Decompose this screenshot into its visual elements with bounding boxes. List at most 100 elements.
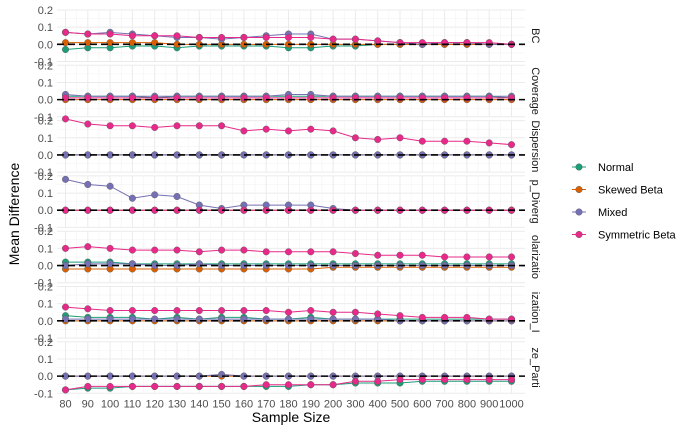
x-tick-label: 200 — [324, 398, 342, 410]
x-tick-label: 900 — [480, 398, 498, 410]
data-point — [62, 386, 70, 394]
data-point — [84, 315, 92, 323]
y-tick-label: -0.1 — [34, 112, 53, 124]
data-point — [84, 39, 92, 47]
data-point — [151, 246, 159, 254]
data-point — [374, 377, 382, 385]
data-point — [441, 253, 449, 261]
data-point — [128, 246, 136, 254]
data-point — [151, 382, 159, 390]
data-point — [418, 313, 426, 321]
data-point — [218, 382, 226, 390]
legend-key-point — [575, 163, 583, 171]
data-point — [128, 307, 136, 315]
data-point — [374, 135, 382, 143]
data-point — [173, 382, 181, 390]
y-tick-label: -0.1 — [34, 167, 53, 179]
data-point — [106, 30, 114, 38]
data-point — [106, 39, 114, 47]
x-tick-label: 160 — [235, 398, 253, 410]
y-tick-label: 0.2 — [38, 226, 53, 238]
data-point — [240, 33, 248, 41]
x-axis-title: Sample Size — [252, 409, 331, 425]
data-point — [351, 377, 359, 385]
y-tick-label: 0.1 — [38, 188, 53, 200]
data-point — [240, 382, 248, 390]
x-tick-label: 400 — [369, 398, 387, 410]
y-tick-label: -0.1 — [34, 388, 53, 400]
data-point — [240, 127, 248, 135]
x-tick-label: 130 — [168, 398, 186, 410]
data-point — [285, 308, 293, 316]
data-point — [240, 246, 248, 254]
data-point — [195, 382, 203, 390]
data-point — [485, 376, 493, 384]
data-point — [285, 248, 293, 256]
data-point — [329, 35, 337, 43]
data-point — [329, 127, 337, 135]
x-tick-label: 110 — [124, 398, 142, 410]
data-point — [351, 35, 359, 43]
y-tick-label: 0.2 — [38, 60, 53, 72]
data-point — [441, 137, 449, 145]
data-point — [240, 307, 248, 315]
x-tick-label: 1000 — [499, 398, 523, 410]
x-tick-label: 150 — [212, 398, 230, 410]
data-point — [151, 307, 159, 315]
data-point — [84, 260, 92, 268]
y-tick-label: -0.1 — [34, 278, 53, 290]
y-tick-label: 0.2 — [38, 5, 53, 17]
data-point — [62, 303, 70, 311]
data-point — [285, 33, 293, 41]
data-point — [485, 139, 493, 147]
data-point — [351, 308, 359, 316]
panel-2: -0.1 0.0 0.1 0.2 Dispersion — [34, 115, 541, 179]
data-point — [351, 134, 359, 142]
panel-3: -0.1 0.0 0.1 0.2 p_Diverg — [34, 171, 541, 235]
data-point — [173, 32, 181, 40]
data-point — [262, 248, 270, 256]
data-point — [307, 33, 315, 41]
y-tick-label: 0.0 — [38, 371, 53, 383]
data-point — [374, 37, 382, 45]
data-point — [128, 194, 136, 202]
data-point — [173, 192, 181, 200]
y-tick-label: 0.2 — [38, 171, 53, 183]
data-point — [285, 381, 293, 389]
data-point — [195, 307, 203, 315]
y-tick-label: 0.1 — [38, 77, 53, 89]
data-point — [62, 28, 70, 36]
data-point — [463, 313, 471, 321]
data-point — [106, 260, 114, 268]
data-point — [396, 134, 404, 142]
data-point — [84, 30, 92, 38]
data-point — [106, 122, 114, 130]
data-point — [106, 244, 114, 252]
y-tick-label: 0.1 — [38, 354, 53, 366]
data-point — [62, 115, 70, 123]
y-tick-label: 0.1 — [38, 299, 53, 311]
x-tick-label: 80 — [59, 398, 71, 410]
legend-label: Skewed Beta — [598, 185, 664, 197]
y-tick-label: 0.0 — [38, 39, 53, 51]
facet-strip-label: BC — [529, 28, 541, 43]
data-point — [128, 32, 136, 40]
panel-6: -0.1 0.0 0.1 0.2 ze_Parti — [34, 337, 541, 401]
data-point — [374, 310, 382, 318]
data-point — [151, 123, 159, 131]
data-point — [62, 175, 70, 183]
facet-strip-label: ze_Parti — [529, 347, 541, 387]
legend-label: Symmetric Beta — [598, 230, 677, 242]
data-point — [374, 251, 382, 259]
data-point — [463, 137, 471, 145]
y-tick-label: -0.1 — [34, 57, 53, 69]
data-point — [106, 94, 114, 102]
y-tick-label: 0.0 — [38, 95, 53, 107]
y-tick-label: 0.2 — [38, 116, 53, 128]
data-point — [463, 253, 471, 261]
data-point — [285, 127, 293, 135]
data-point — [195, 248, 203, 256]
data-point — [62, 244, 70, 252]
data-point — [128, 382, 136, 390]
